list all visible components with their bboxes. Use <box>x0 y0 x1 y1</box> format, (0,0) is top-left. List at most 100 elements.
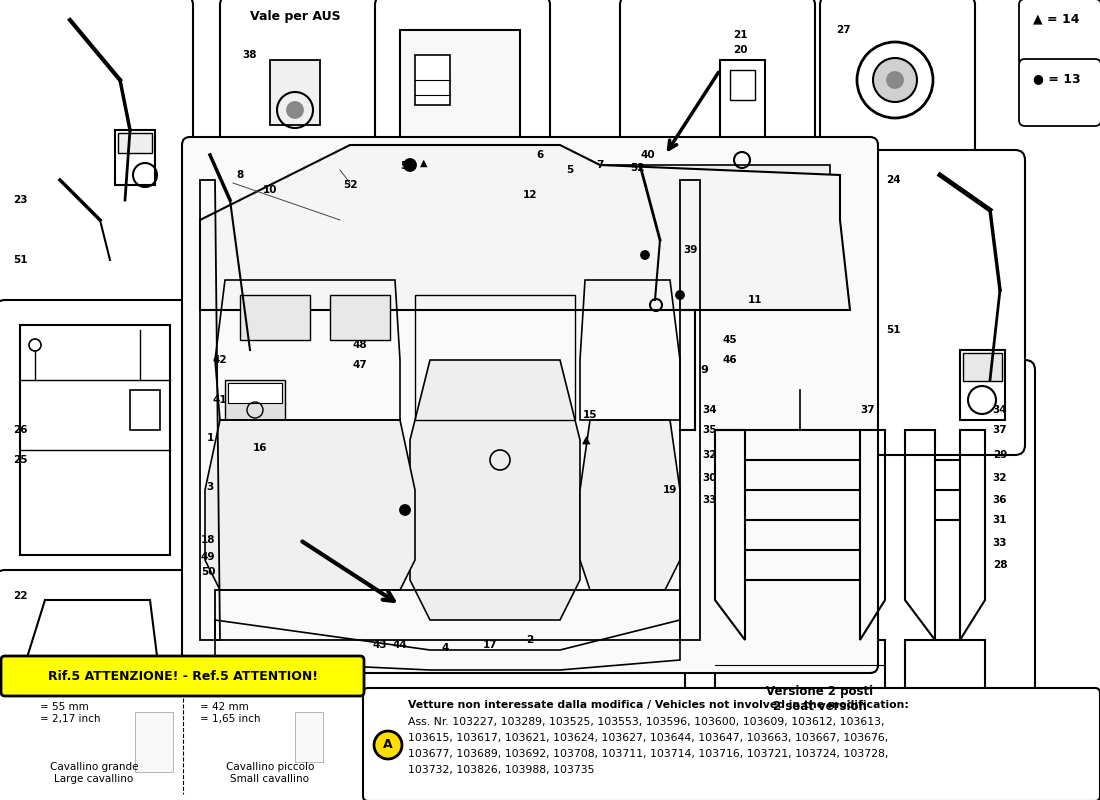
Bar <box>270 60 320 125</box>
Bar <box>226 380 285 430</box>
Circle shape <box>641 251 649 259</box>
Text: 15: 15 <box>583 410 597 420</box>
Text: 29: 29 <box>993 450 1008 460</box>
Bar <box>118 133 152 153</box>
FancyBboxPatch shape <box>0 688 368 800</box>
Text: Vetture non interessate dalla modifica / Vehicles not involved in the modificati: Vetture non interessate dalla modifica /… <box>408 700 909 710</box>
Text: 34: 34 <box>703 405 717 415</box>
Polygon shape <box>200 145 850 310</box>
Text: ▲: ▲ <box>420 158 428 168</box>
Polygon shape <box>330 295 390 340</box>
FancyBboxPatch shape <box>820 0 975 170</box>
Text: 26: 26 <box>13 425 28 435</box>
Bar <box>116 130 155 185</box>
FancyBboxPatch shape <box>0 570 192 720</box>
FancyBboxPatch shape <box>685 360 1035 735</box>
Text: 20: 20 <box>733 45 747 55</box>
Text: 6: 6 <box>537 150 543 160</box>
Text: ● = 13: ● = 13 <box>1033 72 1080 85</box>
Text: 18: 18 <box>200 535 216 545</box>
Text: 34: 34 <box>992 405 1008 415</box>
Bar <box>20 325 170 555</box>
Text: 3: 3 <box>207 482 213 492</box>
Text: 36: 36 <box>992 495 1008 505</box>
Text: 38: 38 <box>243 50 257 60</box>
Text: 37: 37 <box>992 425 1008 435</box>
Circle shape <box>400 505 410 515</box>
FancyBboxPatch shape <box>0 300 192 580</box>
Polygon shape <box>205 420 415 590</box>
Text: 48: 48 <box>353 340 367 350</box>
Text: 41: 41 <box>212 395 228 405</box>
Polygon shape <box>580 420 680 590</box>
Text: 52: 52 <box>343 180 358 190</box>
Text: 19: 19 <box>663 485 678 495</box>
Text: Versione 2 posti
2 seat version: Versione 2 posti 2 seat version <box>767 685 873 713</box>
Text: 28: 28 <box>992 560 1008 570</box>
Text: 24: 24 <box>886 175 900 185</box>
Text: 23: 23 <box>13 195 28 205</box>
Bar <box>295 712 323 762</box>
Bar <box>905 640 984 695</box>
Text: 40: 40 <box>640 150 656 160</box>
Text: 9: 9 <box>700 365 708 375</box>
Text: A: A <box>383 738 393 751</box>
Text: 32: 32 <box>703 450 717 460</box>
Text: Rif.5 ATTENZIONE! - Ref.5 ATTENTION!: Rif.5 ATTENZIONE! - Ref.5 ATTENTION! <box>48 670 318 682</box>
Text: 52: 52 <box>629 163 645 173</box>
Bar <box>415 55 450 105</box>
Bar <box>455 490 550 550</box>
Circle shape <box>887 72 903 88</box>
Text: 44: 44 <box>393 640 407 650</box>
Text: 42: 42 <box>212 355 228 365</box>
Circle shape <box>404 159 416 171</box>
Bar <box>730 70 755 100</box>
FancyBboxPatch shape <box>182 137 878 673</box>
Bar <box>668 220 682 235</box>
Bar <box>962 353 1002 381</box>
Bar <box>135 712 173 772</box>
FancyBboxPatch shape <box>1019 0 1100 66</box>
Polygon shape <box>240 295 310 340</box>
Text: Ass. Nr. 103227, 103289, 103525, 103553, 103596, 103600, 103609, 103612, 103613,: Ass. Nr. 103227, 103289, 103525, 103553,… <box>408 717 884 727</box>
Circle shape <box>374 731 401 759</box>
Text: 2: 2 <box>527 635 534 645</box>
Text: 35: 35 <box>703 425 717 435</box>
Bar <box>610 175 820 235</box>
Text: 8: 8 <box>236 170 243 180</box>
Bar <box>400 30 520 180</box>
Text: 32: 32 <box>992 473 1008 483</box>
Text: = 42 mm
= 1,65 inch: = 42 mm = 1,65 inch <box>200 702 261 723</box>
Text: 11: 11 <box>748 295 762 305</box>
Text: 30: 30 <box>703 473 717 483</box>
Text: 17: 17 <box>483 640 497 650</box>
Bar <box>130 390 159 430</box>
Text: 37: 37 <box>860 405 876 415</box>
Text: 103615, 103617, 103621, 103624, 103627, 103644, 103647, 103663, 103667, 103676,: 103615, 103617, 103621, 103624, 103627, … <box>408 733 889 743</box>
Text: 25: 25 <box>13 455 28 465</box>
Text: 46: 46 <box>723 355 737 365</box>
Text: 12: 12 <box>522 190 537 200</box>
Text: 39: 39 <box>683 245 697 255</box>
Text: 16: 16 <box>253 443 267 453</box>
Text: 27: 27 <box>836 25 850 35</box>
Bar <box>600 165 830 245</box>
Text: 7: 7 <box>596 160 604 170</box>
FancyBboxPatch shape <box>220 0 385 170</box>
Text: ▲ = 14: ▲ = 14 <box>1033 12 1079 25</box>
Text: ccessioni
Datecniche: ccessioni Datecniche <box>332 315 788 464</box>
Text: 103677, 103689, 103692, 103708, 103711, 103714, 103716, 103721, 103724, 103728,: 103677, 103689, 103692, 103708, 103711, … <box>408 749 889 759</box>
FancyBboxPatch shape <box>1 656 364 696</box>
Text: Vale per AUS: Vale per AUS <box>250 10 341 23</box>
Bar <box>228 383 282 403</box>
Text: 45: 45 <box>723 335 737 345</box>
Text: 21: 21 <box>733 30 747 40</box>
Circle shape <box>287 102 303 118</box>
Text: 51: 51 <box>13 255 28 265</box>
Bar <box>715 640 886 695</box>
Text: 31: 31 <box>992 515 1008 525</box>
FancyBboxPatch shape <box>620 0 815 210</box>
Text: 33: 33 <box>992 538 1008 548</box>
Text: 51: 51 <box>886 325 900 335</box>
Text: 5: 5 <box>566 165 573 175</box>
